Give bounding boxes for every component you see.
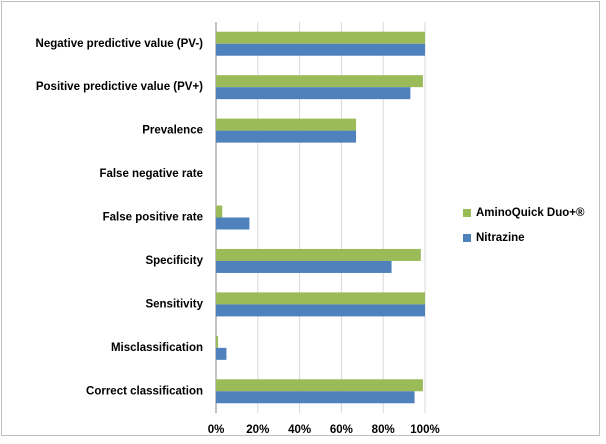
legend-swatch xyxy=(463,209,471,217)
bar xyxy=(216,130,357,143)
legend-swatch xyxy=(463,234,471,242)
bar xyxy=(216,87,411,100)
x-tick-label: 0% xyxy=(208,424,225,436)
y-tick-label: Misclassification xyxy=(111,342,203,354)
y-tick-label: False negative rate xyxy=(99,168,203,180)
x-tick-label: 100% xyxy=(410,424,439,436)
bar xyxy=(216,347,227,360)
y-tick-label: False positive rate xyxy=(103,212,203,224)
bar xyxy=(216,335,219,348)
bar xyxy=(216,391,415,404)
x-tick-label: 80% xyxy=(372,424,395,436)
x-tick-label: 20% xyxy=(246,424,269,436)
y-tick-label: Positive predictive value (PV+) xyxy=(36,81,203,93)
bar xyxy=(216,43,425,56)
y-tick-label: Negative predictive value (PV-) xyxy=(36,38,204,50)
legend-label: AminoQuick Duo+® xyxy=(476,207,585,219)
bar xyxy=(216,379,423,392)
bar xyxy=(216,75,423,88)
x-tick-label: 60% xyxy=(330,424,353,436)
bar xyxy=(216,304,425,317)
x-tick-label: 40% xyxy=(288,424,311,436)
bar xyxy=(216,118,357,131)
bar xyxy=(216,205,223,218)
y-tick-label: Specificity xyxy=(145,255,203,267)
bar xyxy=(216,248,421,261)
y-tick-label: Correct classification xyxy=(86,385,203,397)
bar xyxy=(216,31,425,44)
chart-frame xyxy=(1,1,600,436)
bar xyxy=(216,217,250,230)
bar xyxy=(216,260,392,273)
bar xyxy=(216,292,425,305)
y-tick-label: Prevalence xyxy=(142,125,203,137)
legend-label: Nitrazine xyxy=(476,232,525,244)
y-tick-label: Sensitivity xyxy=(145,298,203,310)
